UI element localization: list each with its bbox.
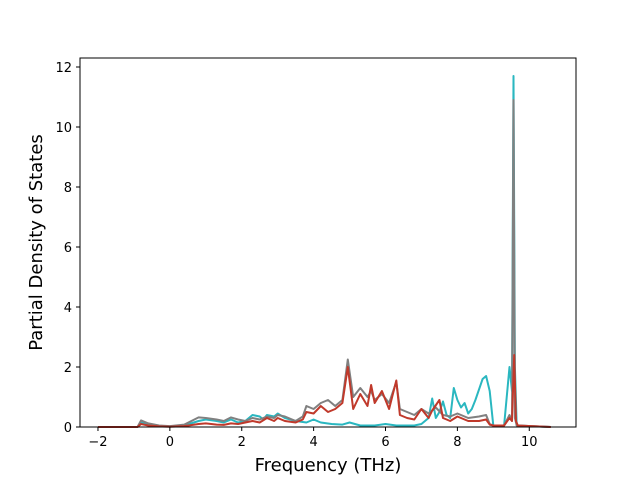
y-tick-label: 8 — [64, 181, 72, 196]
plot-frame — [79, 57, 577, 428]
x-tick-label: 10 — [521, 435, 538, 450]
series-line-1 — [98, 75, 551, 428]
y-tick-label: 0 — [64, 421, 72, 436]
x-tick-label: −2 — [88, 435, 107, 450]
y-tick-label: 12 — [55, 61, 72, 76]
y-axis-label: Partial Density of States — [26, 134, 47, 351]
x-tick-label: 8 — [453, 435, 461, 450]
y-axis-ticks: 0 2 4 6 8 10 12 — [55, 61, 80, 436]
x-axis-label: Frequency (THz) — [255, 455, 402, 476]
x-tick-label: 0 — [166, 435, 174, 450]
series-line-3 — [98, 354, 551, 428]
x-tick-label: 6 — [381, 435, 389, 450]
y-tick-label: 2 — [64, 361, 72, 376]
series-line-2 — [98, 99, 551, 428]
y-tick-label: 6 — [64, 241, 72, 256]
x-axis-ticks: −2 0 2 4 6 8 10 — [88, 427, 538, 450]
y-tick-label: 4 — [64, 301, 72, 316]
series-layer — [98, 75, 551, 428]
x-tick-label: 2 — [238, 435, 246, 450]
y-tick-label: 10 — [55, 121, 72, 136]
x-tick-label: 4 — [309, 435, 317, 450]
